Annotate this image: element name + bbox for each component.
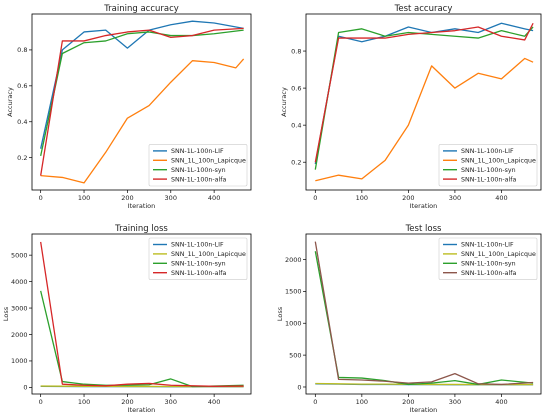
y-tick-label: 0.8 (17, 46, 27, 54)
y-axis-label: Loss (276, 306, 284, 321)
legend-entry: SNN-1L-100n-alfa (171, 176, 226, 183)
x-tick-label: 300 (449, 398, 461, 406)
y-tick-label: 2000 (285, 256, 302, 264)
legend-box (148, 237, 248, 280)
legend-entry: SNN-1L-100n-syn (171, 167, 226, 174)
x-tick-label: 400 (208, 398, 220, 406)
series-line-3 (40, 29, 244, 157)
x-tick-label: 200 (402, 398, 414, 406)
x-tick-label: 100 (78, 398, 90, 406)
x-tick-label: 100 (78, 194, 90, 202)
x-tick-label: 200 (121, 194, 133, 202)
legend-entry: SNN-1L-100n-LIF (461, 242, 514, 249)
chart-title: Test loss (405, 224, 442, 234)
series-line-3 (314, 26, 534, 170)
series-line-4 (314, 22, 534, 163)
x-tick-label: 0 (313, 398, 317, 406)
y-tick-label: 5000 (11, 251, 28, 259)
y-tick-label: 2000 (11, 331, 28, 339)
legend: SNN-1L-100n-LIF SNN_1L_100n_Lapicque SNN-1… (438, 237, 538, 280)
series-line-2 (315, 57, 534, 182)
y-axis-label: Accuracy (280, 87, 288, 117)
x-tick-label: 200 (402, 194, 414, 202)
y-tick-label: 0.4 (291, 121, 301, 129)
legend-box (438, 237, 538, 280)
y-tick-label: 0.6 (17, 82, 27, 90)
x-axis-label: Iteration (410, 406, 438, 414)
x-tick-label: 300 (165, 398, 177, 406)
series-line-4 (40, 27, 244, 176)
legend-entry: SNN-1L-100n-alfa (171, 270, 226, 277)
axes-frame (305, 233, 542, 395)
legend: SNN-1L-100n-LIF SNN_1L_100n_Lapicque SNN-1… (438, 144, 538, 187)
chart-title: Training loss (114, 224, 168, 234)
y-axis-label: Loss (2, 306, 10, 321)
legend-entry: SNN-1L-100n-alfa (461, 176, 516, 183)
x-axis-label: Iteration (410, 202, 438, 210)
y-tick-label: 0.8 (291, 47, 301, 55)
chart-panel-4: 0 100 200 300 400 0 500 1000 1500 2000 Test loss It… (276, 224, 542, 414)
y-tick-label: 3000 (11, 304, 28, 312)
chart-panel-3: 0 100 200 300 400010002000300040005000Traini… (2, 224, 252, 414)
x-axis-label: Iteration (128, 406, 156, 414)
legend-entry: SNN-1L-100n-LIF (461, 148, 514, 155)
legend-box (438, 144, 538, 187)
axes-frame (31, 13, 252, 191)
y-tick-label: 0 (23, 384, 27, 392)
axes-frame (305, 13, 542, 191)
chart-title: Training accuracy (103, 4, 179, 14)
y-tick-label: 0 (297, 383, 301, 391)
legend-entry: SNN_1L_100n_Lapicque (171, 251, 246, 258)
x-tick-label: 400 (495, 194, 507, 202)
x-tick-label: 400 (208, 194, 220, 202)
y-tick-label: 1000 (285, 320, 302, 328)
axes-frame (31, 233, 252, 395)
y-tick-label: 1500 (285, 288, 302, 296)
legend-entry: SNN-1L-100n-LIF (171, 242, 224, 249)
x-tick-label: 0 (39, 194, 43, 202)
y-tick-label: 1000 (11, 357, 28, 365)
y-axis-label: Accuracy (6, 87, 14, 117)
x-axis-label: Iteration (128, 202, 156, 210)
series-line-3 (314, 251, 534, 386)
legend-entry: SNN_1L_100n_Lapicque (461, 251, 536, 258)
x-tick-label: 100 (356, 194, 368, 202)
legend-entry: SNN-1L-100n-LIF (171, 148, 224, 155)
series-line-4 (40, 241, 244, 387)
x-tick-label: 300 (165, 194, 177, 202)
x-tick-label: 100 (356, 398, 368, 406)
y-tick-label: 4000 (11, 278, 28, 286)
series-line-2 (40, 58, 245, 184)
y-tick-label: 0.4 (17, 118, 27, 126)
chart-panel-2: 0 100 200 300 400 0.2 0.4 0.6 0.8 Test accuracy It… (280, 4, 542, 210)
legend: SNN-1L-100n-LIF SNN_1L_100n_Lapicque SNN-1… (148, 237, 248, 280)
legend-entry: SNN-1L-100n-syn (171, 261, 226, 268)
x-tick-label: 400 (495, 398, 507, 406)
y-tick-label: 0.6 (291, 84, 301, 92)
series-line-3 (40, 290, 244, 388)
y-tick-label: 0.2 (291, 159, 301, 167)
x-tick-label: 0 (313, 194, 317, 202)
x-tick-label: 200 (121, 398, 133, 406)
legend-entry: SNN_1L_100n_Lapicque (171, 158, 246, 165)
y-tick-label: 500 (289, 351, 301, 359)
legend: SNN-1L-100n-LIF SNN_1L_100n_Lapicque SNN-1… (148, 144, 248, 187)
legend-entry: SNN-1L-100n-syn (461, 261, 516, 268)
legend-entry: SNN-1L-100n-syn (461, 167, 516, 174)
legend-entry: SNN_1L_100n_Lapicque (461, 158, 536, 165)
y-tick-label: 0.2 (17, 154, 27, 162)
chart-title: Test accuracy (394, 4, 453, 14)
chart-panel-1: 0 100 200 300 400 0.2 0.4 0.6 0.8 Training accura… (6, 4, 252, 210)
series-line-4 (314, 241, 534, 386)
legend-box (148, 144, 248, 187)
x-tick-label: 300 (449, 194, 461, 202)
x-tick-label: 0 (39, 398, 43, 406)
series-line-1 (314, 22, 534, 165)
legend-entry: SNN-1L-100n-alfa (461, 270, 516, 277)
